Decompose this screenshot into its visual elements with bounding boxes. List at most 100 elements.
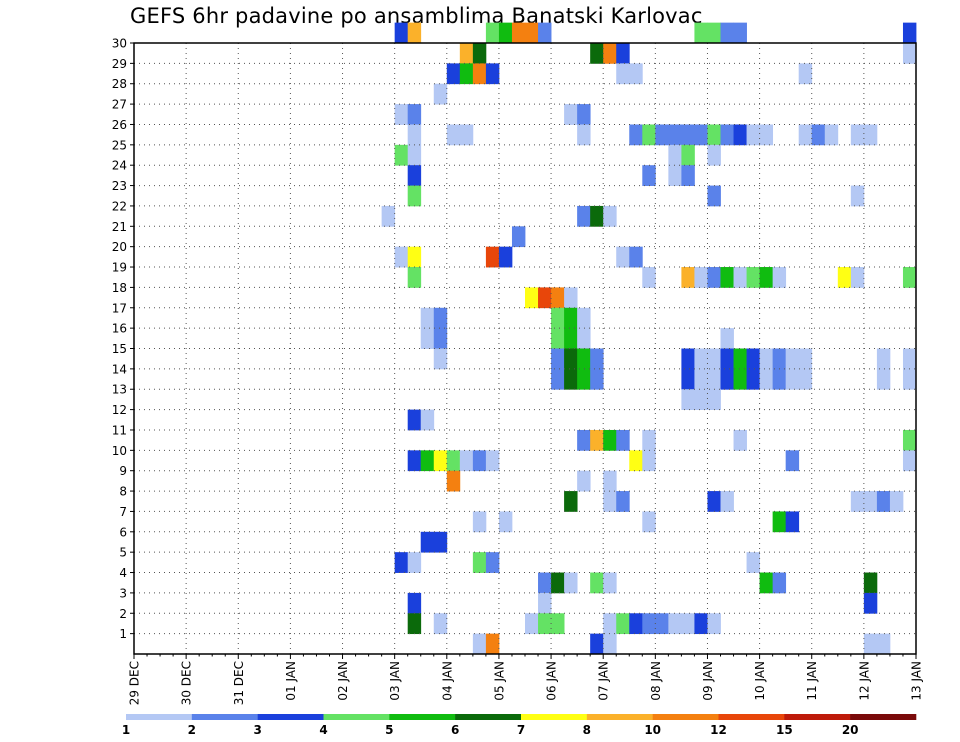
heatmap-cell xyxy=(407,124,422,146)
x-tick-label: 08 JAN xyxy=(649,661,663,701)
legend-swatch xyxy=(389,714,456,720)
heatmap-cell xyxy=(590,633,604,655)
heatmap-cell xyxy=(420,531,435,553)
heatmap-cell xyxy=(733,124,747,146)
heatmap-cell xyxy=(837,267,852,288)
heatmap-cell xyxy=(472,511,487,533)
heatmap-cell xyxy=(876,348,891,370)
heatmap-cell xyxy=(642,429,656,451)
heatmap-cell xyxy=(577,348,591,370)
y-tick-label: 4 xyxy=(119,566,127,580)
heatmap-cell xyxy=(616,613,630,635)
y-tick-label: 24 xyxy=(112,159,127,173)
heatmap-cell xyxy=(538,592,552,614)
y-tick-label: 11 xyxy=(112,423,127,437)
heatmap-cell xyxy=(668,124,682,146)
legend-label: 8 xyxy=(583,723,591,737)
heatmap-cell xyxy=(720,328,734,349)
heatmap-cell xyxy=(733,348,747,370)
heatmap-cell xyxy=(785,450,800,472)
heatmap-cell xyxy=(902,429,917,451)
legend-label: 4 xyxy=(319,723,327,737)
heatmap-cell xyxy=(577,124,591,146)
x-tick-label: 09 JAN xyxy=(701,661,715,701)
y-tick-label: 7 xyxy=(119,505,127,519)
y-tick-label: 14 xyxy=(112,362,127,376)
x-tick-label: 02 JAN xyxy=(336,661,350,701)
heatmap-cell xyxy=(472,63,487,85)
heatmap-cell xyxy=(511,226,526,248)
x-tick-label: 12 JAN xyxy=(857,661,871,701)
legend-label: 6 xyxy=(451,723,459,737)
x-tick-label: 13 JAN xyxy=(910,661,924,701)
heatmap-cell xyxy=(538,572,552,594)
heatmap-cell xyxy=(551,328,565,349)
heatmap-cell xyxy=(642,511,656,533)
heatmap-cell xyxy=(798,124,813,146)
x-tick-label: 04 JAN xyxy=(440,661,454,701)
heatmap-cell xyxy=(785,348,800,370)
heatmap-cell xyxy=(498,511,513,533)
heatmap-cell xyxy=(564,368,578,390)
heatmap-cell xyxy=(498,22,513,44)
heatmap-cell xyxy=(603,205,617,227)
heatmap-cell xyxy=(707,368,721,390)
heatmap-cell xyxy=(629,246,643,268)
heatmap-cell xyxy=(590,205,604,227)
heatmap-cell xyxy=(446,124,461,146)
heatmap-cell xyxy=(902,348,917,370)
heatmap-cell xyxy=(772,267,787,288)
y-tick-label: 5 xyxy=(119,546,127,560)
legend-label: 12 xyxy=(710,723,727,737)
heatmap-cell xyxy=(694,22,708,44)
heatmap-cell xyxy=(902,43,917,64)
heatmap-cell xyxy=(551,287,565,309)
heatmap-cell xyxy=(538,287,552,309)
heatmap-cell xyxy=(850,124,865,146)
heatmap-cell xyxy=(681,389,695,410)
heatmap-cell xyxy=(407,104,422,125)
heatmap-cell xyxy=(472,450,487,472)
legend-label: 20 xyxy=(842,723,859,737)
heatmap-cell xyxy=(407,552,422,573)
heatmap-cell xyxy=(759,348,774,370)
heatmap-cell xyxy=(551,348,565,370)
legend-label: 5 xyxy=(385,723,393,737)
heatmap-cell xyxy=(394,246,409,268)
heatmap-cell xyxy=(694,613,708,635)
heatmap-cell xyxy=(746,368,760,390)
y-tick-label: 23 xyxy=(112,179,127,193)
x-tick-label: 07 JAN xyxy=(597,661,611,701)
legend-swatch xyxy=(257,714,324,720)
y-tick-label: 1 xyxy=(119,627,127,641)
heatmap-cell xyxy=(420,307,435,329)
heatmap-cell xyxy=(629,450,643,472)
heatmap-cell xyxy=(446,470,461,492)
heatmap-cell xyxy=(603,491,617,512)
x-tick-label: 30 DEC xyxy=(180,661,194,705)
heatmap-cell xyxy=(564,328,578,349)
heatmap-cell xyxy=(642,613,656,635)
heatmap-cell xyxy=(551,307,565,329)
heatmap-cell xyxy=(811,124,826,146)
heatmap-cell xyxy=(433,613,448,635)
heatmap-cell xyxy=(824,124,839,146)
heatmap-cell xyxy=(564,104,578,125)
heatmap-cell xyxy=(420,328,435,349)
heatmap-cell xyxy=(772,572,787,594)
y-tick-label: 12 xyxy=(112,403,127,417)
legend-swatch xyxy=(455,714,522,720)
y-tick-label: 6 xyxy=(119,525,127,539)
heatmap-cell xyxy=(707,491,721,512)
heatmap-cell xyxy=(577,205,591,227)
heatmap-cell xyxy=(720,348,734,370)
heatmap-cell xyxy=(564,348,578,370)
heatmap-cell xyxy=(668,144,682,166)
heatmap-cell xyxy=(876,491,891,512)
heatmap-cell xyxy=(707,348,721,370)
heatmap-cell xyxy=(525,287,539,309)
legend-label: 7 xyxy=(517,723,525,737)
heatmap-cell xyxy=(551,613,565,635)
x-tick-label: 06 JAN xyxy=(545,661,559,701)
